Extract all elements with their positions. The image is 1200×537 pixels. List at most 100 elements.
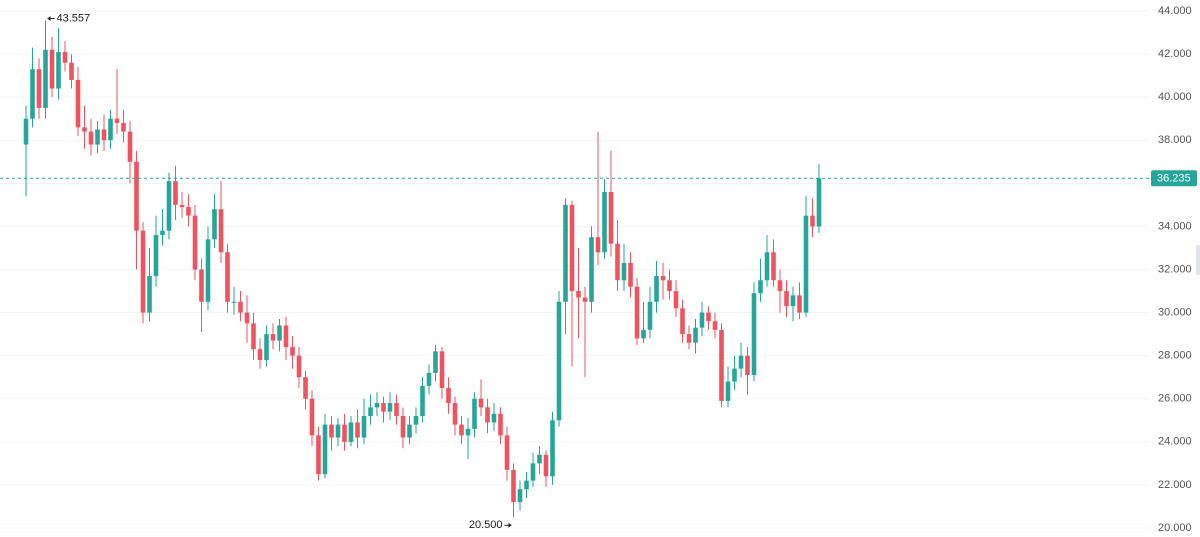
candle-body [160,230,165,236]
candle-body [602,191,607,253]
y-tick-label: 38.000 [1158,134,1192,146]
candle-body [316,435,321,475]
candle-body [472,398,477,429]
y-tick-label: 20.000 [1158,522,1192,534]
y-tick-label: 40.000 [1158,91,1192,103]
y-tick-label: 32.000 [1158,263,1192,275]
candle-body [277,325,282,341]
candle-body [693,327,698,343]
candle-body [43,49,48,108]
scroll-handle[interactable] [1196,245,1200,275]
candle-body [491,413,497,423]
candle-body [348,422,354,442]
candle-body [608,191,614,244]
candle-body [803,215,809,313]
candle-body [498,413,503,436]
candle-body [23,118,29,145]
candle-body [121,123,126,132]
candle-body [114,118,120,124]
candle-body [407,424,412,438]
candle-body [745,355,750,376]
candle-body [251,323,256,350]
candle-body [329,424,334,438]
candle-body [290,347,295,356]
candle-body [530,463,536,481]
y-tick-label: 24.000 [1158,436,1192,448]
candle-body [361,415,367,438]
candle-body [797,295,802,313]
candle-body [764,252,770,281]
last-price-label: 36.235 [1157,173,1191,185]
candle-body [88,131,94,145]
candle-body [582,297,588,302]
last-price-tag [1151,170,1197,187]
y-tick-label: 30.000 [1158,306,1192,318]
candle-body [257,349,263,360]
candle-body [563,204,568,302]
candle-body [556,301,562,421]
candle-body [426,372,432,386]
y-tick-label: 26.000 [1158,393,1192,405]
candle-body [680,308,685,335]
candle-body [199,269,204,302]
candle-body [387,403,393,412]
candle-body [36,69,42,108]
y-tick-label: 44.000 [1158,5,1192,17]
candle-body [225,252,230,302]
candle-body [140,230,146,313]
candle-body [322,424,328,475]
candle-body [641,329,646,339]
candle-body [504,435,510,470]
min-arrow-head [508,522,512,528]
candle-body [706,312,711,322]
candle-body [660,275,666,281]
candle-body [186,207,191,216]
candle-body [485,407,490,423]
candle-body [517,489,523,503]
candle-body [270,334,276,341]
candle-body [153,235,159,276]
candle-body [576,291,581,298]
candle-body [335,424,341,438]
candle-body [647,301,653,330]
candle-body [212,209,217,240]
candle-body [218,209,224,253]
candle-body [771,252,776,281]
candle-body [569,204,575,292]
candle-body [459,424,464,436]
candle-body [751,293,757,376]
candle-body [134,161,139,231]
candle-body [413,415,419,425]
candle-body [166,181,172,231]
candle-body [296,355,302,378]
candle-body [238,301,243,313]
candle-body [654,275,659,302]
y-tick-label: 42.000 [1158,48,1192,60]
candle-body [478,398,484,408]
candle-body [179,204,185,208]
min-marker-label: 20.500 [469,519,503,531]
candle-body [810,215,815,227]
candle-body [368,407,373,416]
candle-body [628,263,633,287]
candle-body [192,215,198,270]
candle-body [465,428,471,436]
candle-body [420,385,425,416]
candle-body [524,480,529,490]
candle-body [621,263,627,281]
candle-body [686,334,692,343]
candle-body [205,239,211,302]
candle-body [543,454,549,477]
y-tick-label: 28.000 [1158,350,1192,362]
candle-body [667,280,672,292]
candle-body [452,403,458,425]
candle-body [589,237,594,302]
candle-body [69,62,74,80]
candle-body [537,454,542,464]
candle-body [719,329,724,401]
candle-body [758,280,763,294]
candle-body [75,79,81,128]
candle-body [127,131,133,162]
y-tick-label: 22.000 [1158,479,1192,491]
